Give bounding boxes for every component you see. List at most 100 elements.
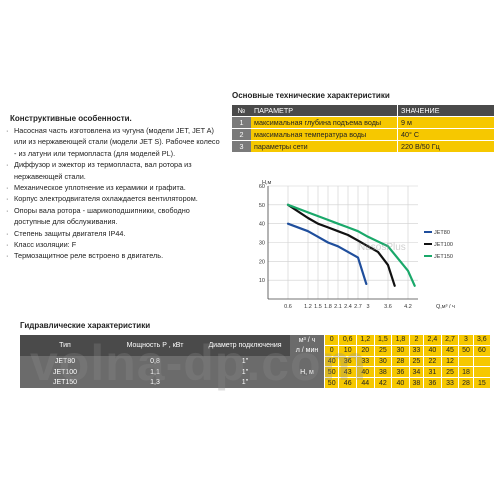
feature-item: · Опоры вала ротора - шарикоподшипники, с… (6, 205, 221, 228)
head-cell: 38 (408, 377, 424, 388)
head-cell: 44 (355, 377, 375, 388)
specs-header-num: № (232, 105, 251, 117)
feature-item: · Насосная часть изготовлена из чугуна (м… (6, 125, 221, 159)
hydraulic-row-jet100: JET100 1,1 1" 50 43 40 38 36 34 31 25 18 (20, 366, 490, 378)
unit-head: Н, м (290, 356, 325, 388)
head-cell: 15 (472, 377, 490, 388)
head-cell (472, 366, 490, 378)
bullet-icon: · (6, 251, 9, 261)
head-cell: 28 (391, 355, 410, 367)
flow-m3-cell: 0 (323, 335, 339, 346)
head-cell: 40 (391, 377, 410, 388)
feature-item: · Корпус электродвигателя охлаждается вен… (6, 193, 221, 204)
bullet-icon: · (6, 194, 9, 204)
flow-lmin-cell: 33 (408, 344, 424, 357)
y-tick-label: 10 (259, 278, 265, 284)
flow-m3-cell: 3 (458, 335, 474, 346)
flow-m3-cell: 1,5 (373, 335, 392, 346)
flow-m3-cell: 0,6 (338, 335, 357, 346)
row-type: JET100 (20, 366, 110, 378)
specs-table: № ПАРАМЕТР ЗНАЧЕНИЕ 1 максимальная глуби… (232, 105, 494, 153)
specs-header-param: ПАРАМЕТР (251, 105, 398, 117)
flow-m3-cell: 2 (408, 335, 424, 346)
feature-item: · Термозащитное реле встроено в двигатель… (6, 250, 221, 261)
flow-lmin-cell: 0 (323, 344, 339, 357)
y-tick-label: 20 (259, 259, 265, 265)
series-line-jet80 (286, 222, 368, 285)
bullet-icon: · (6, 126, 9, 135)
head-cell: 36 (338, 355, 357, 367)
bullet-icon: · (6, 183, 9, 193)
bullet-icon: · (6, 228, 9, 238)
y-tick-label: 50 (259, 203, 265, 209)
head-cell: 18 (458, 366, 474, 378)
specs-row-value: 220 В/50 Гц (397, 140, 494, 153)
unit-flow-m3: м³ / ч (290, 335, 325, 346)
feature-item: · Механическое уплотнение из керамики и г… (6, 182, 221, 193)
features-title: Конструктивные особенности. (10, 114, 132, 123)
flow-lmin-cell: 45 (440, 344, 459, 357)
bullet-icon: · (6, 205, 9, 215)
head-cell: 12 (440, 355, 459, 367)
x-tick-label: 2.4 (344, 304, 352, 310)
specs-row-value: 9 м (397, 116, 494, 129)
flow-lmin-cell: 40 (423, 344, 442, 357)
head-cell: 31 (423, 366, 442, 378)
feature-text: Насосная часть изготовлена из чугуна (мо… (14, 126, 220, 158)
feature-text: Степень защиты двигателя IP44. (14, 228, 126, 238)
row-power: 1,1 (110, 366, 200, 378)
row-type: JET80 (20, 356, 110, 367)
features-list: · Насосная часть изготовлена из чугуна (м… (6, 125, 221, 262)
head-cell: 34 (408, 366, 424, 378)
flow-m3-cell: 1,8 (391, 335, 410, 346)
specs-row-num: 2 (232, 128, 251, 141)
feature-text: Механическое уплотнение из керамики и гр… (14, 183, 186, 193)
head-cell: 43 (338, 366, 357, 378)
y-tick-label: 40 (259, 222, 265, 228)
head-cell: 42 (373, 377, 392, 388)
flow-lmin-cell: 25 (373, 344, 392, 357)
series-line-jet150 (286, 203, 416, 287)
specs-header-value: ЗНАЧЕНИЕ (397, 105, 494, 117)
feature-text: Корпус электродвигателя охлаждается вент… (14, 194, 198, 204)
feature-item: · Класс изоляции: F (6, 239, 221, 250)
legend-label: JET150 (434, 254, 453, 260)
head-cell: 40 (323, 355, 339, 367)
specs-row-param: максимальная температура воды (251, 128, 398, 141)
hydraulic-row-jet150: JET150 1,3 1" 50 46 44 42 40 38 36 33 28… (20, 377, 490, 388)
col-type-header: Тип (20, 335, 110, 357)
flow-m3-cell: 1,2 (355, 335, 375, 346)
feature-item: · Диффузор и эжектор из термопласта, вал … (6, 159, 221, 182)
row-power: 1,3 (110, 377, 200, 388)
flow-lmin-cell: 10 (338, 344, 357, 357)
head-cell: 28 (458, 377, 474, 388)
performance-chart: 10 20 30 40 50 60 0.6 1.2 1.5 1.8 2.1 2.4 2.7 3 3.6 4.2… (259, 180, 455, 310)
head-cell (472, 355, 490, 367)
row-conn: 1" (200, 377, 290, 388)
series-line-jet100 (286, 203, 396, 287)
watermark-small: NasosPlus (358, 242, 406, 253)
feature-text: Диффузор и эжектор из термопласта, вал р… (14, 160, 192, 181)
x-tick-label: 0.6 (284, 304, 292, 310)
hydraulic-header-row-2: л / мин 0 10 20 25 30 33 40 45 50 60 (20, 344, 490, 357)
unit-flow-lmin: л / мин (290, 345, 325, 357)
legend-label: JET80 (434, 230, 450, 236)
row-power: 0,8 (110, 356, 200, 367)
x-axis-label: Q,м³ / ч (436, 304, 455, 310)
specs-row-param: параметры сети (251, 140, 398, 153)
specs-title: Основные технические характеристики (232, 91, 390, 100)
x-tick-label: 1.5 (314, 304, 322, 310)
flow-m3-cell: 3,6 (472, 335, 490, 346)
head-cell (458, 355, 474, 367)
specs-row-num: 3 (232, 140, 251, 153)
hydraulic-table: Тип Мощность Р , кВт Диаметр подключения… (20, 335, 490, 388)
head-cell: 38 (373, 366, 392, 378)
head-cell: 50 (323, 366, 339, 378)
x-tick-label: 1.8 (324, 304, 332, 310)
head-cell: 22 (423, 355, 442, 367)
x-tick-label: 3.6 (384, 304, 392, 310)
flow-lmin-cell: 30 (391, 344, 410, 357)
x-tick-label: 2.1 (334, 304, 342, 310)
head-cell: 33 (440, 377, 459, 388)
hydraulic-title: Гидравлические характеристики (20, 321, 151, 330)
